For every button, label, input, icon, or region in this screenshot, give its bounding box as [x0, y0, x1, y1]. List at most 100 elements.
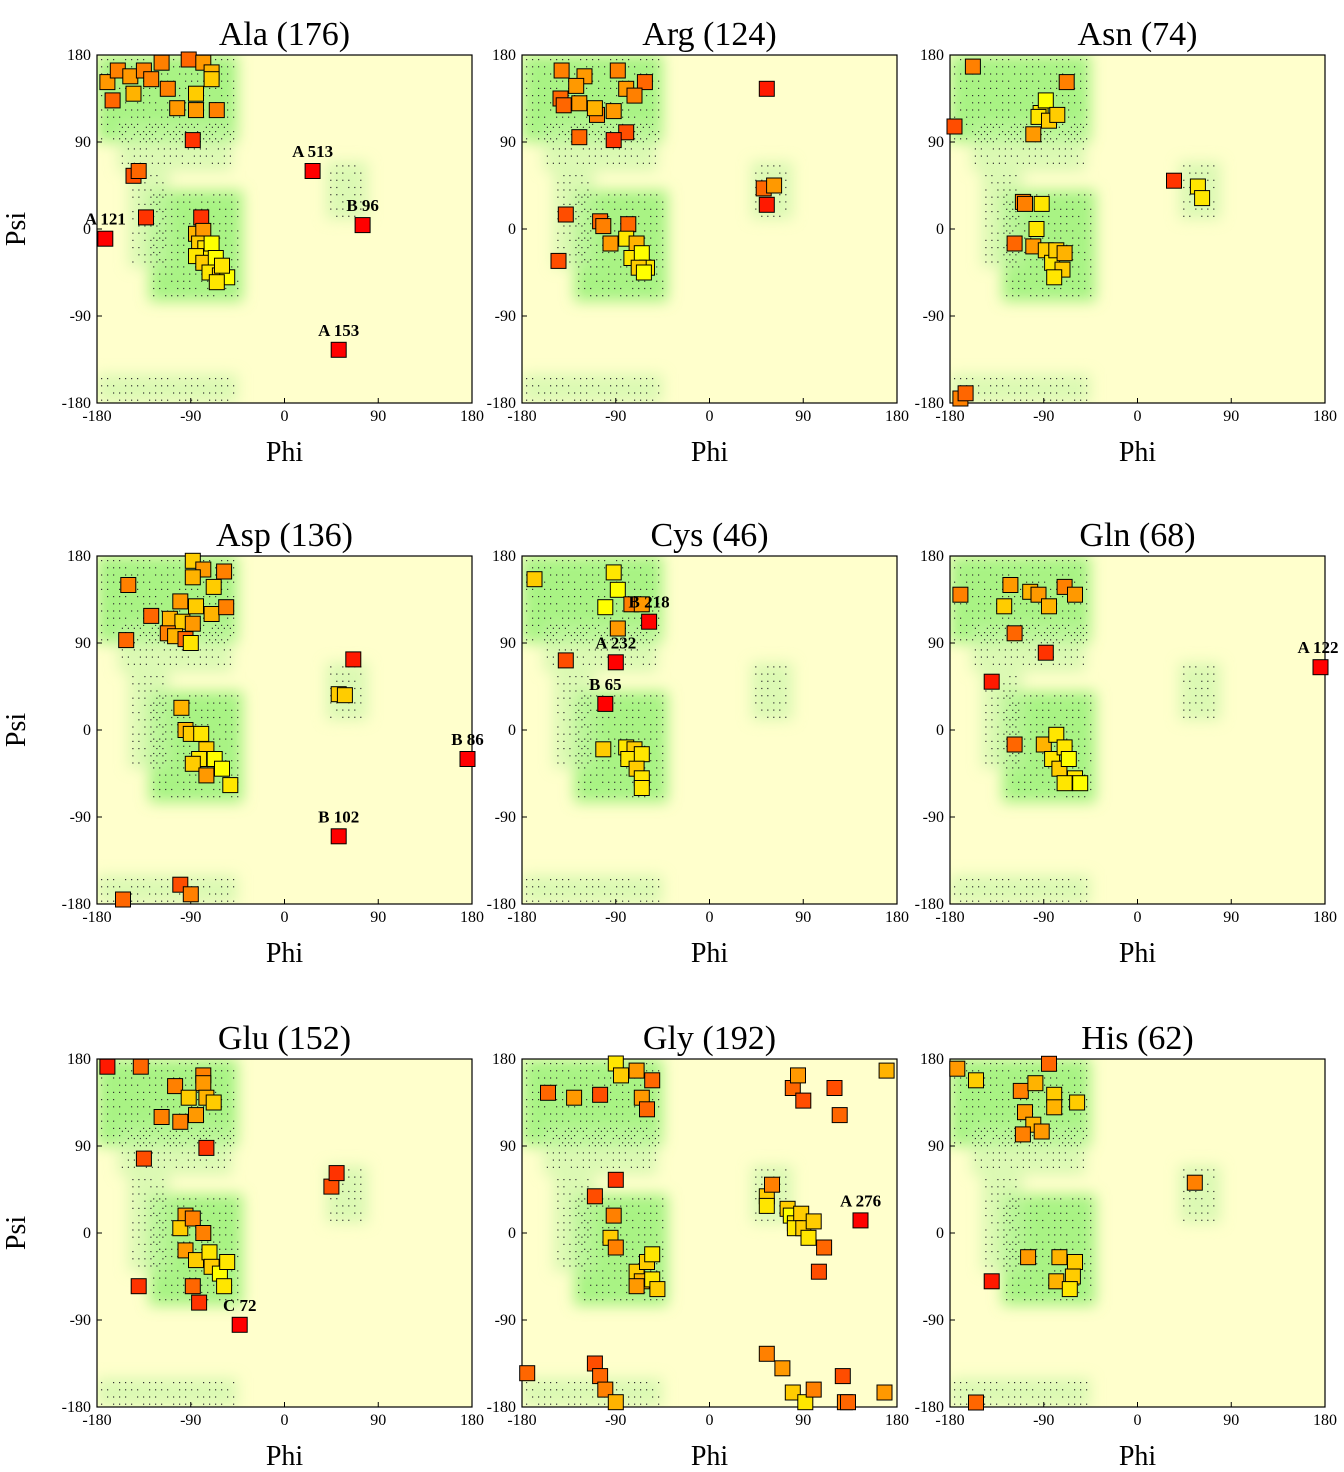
residue-point: [188, 102, 204, 119]
residue-point: [193, 209, 210, 226]
residue-point: [172, 1113, 189, 1130]
residue-point: [122, 68, 139, 85]
residue-point: [805, 1381, 822, 1398]
x-tick-label: 180: [885, 408, 909, 425]
x-tick-label: 0: [1134, 408, 1142, 425]
residue-point: [764, 1176, 780, 1193]
outlier-label: B 86: [451, 730, 484, 749]
residue-point: [203, 71, 220, 88]
residue-point: [203, 606, 220, 622]
residue-point: [1060, 751, 1077, 767]
x-tick-label: -180: [82, 909, 111, 926]
y-tick-label: -180: [62, 896, 91, 913]
residue-point: [104, 92, 121, 109]
residue-point: [135, 1150, 152, 1167]
residue-point: [1033, 1123, 1050, 1140]
y-tick-label: -90: [495, 809, 516, 826]
residue-point: [550, 252, 567, 269]
residue-point: [628, 1278, 645, 1295]
outlier-point: [354, 217, 371, 234]
residue-point: [983, 673, 1000, 690]
residue-point: [180, 1089, 197, 1106]
x-tick-label: 0: [281, 408, 289, 425]
residue-point: [1051, 1249, 1068, 1266]
residue-point: [810, 1263, 827, 1280]
x-tick-label: 90: [795, 1412, 811, 1429]
x-tick-label: -90: [1033, 1412, 1054, 1429]
residue-point: [1049, 106, 1066, 123]
residue-point: [1067, 1254, 1083, 1270]
residue-point: [195, 1225, 212, 1241]
x-tick-label: -90: [1033, 909, 1054, 926]
residue-point: [159, 80, 176, 97]
residue-point: [184, 1210, 201, 1227]
residue-point: [790, 1067, 806, 1084]
residue-point: [1025, 126, 1042, 143]
x-axis-label: Phi: [1119, 437, 1157, 468]
data-points: A 276: [519, 1055, 895, 1411]
chart-title: Asp (136): [216, 517, 353, 554]
x-tick-label: -180: [935, 1412, 964, 1429]
residue-point: [198, 767, 215, 784]
residue-point: [1041, 598, 1057, 615]
residue-point: [876, 1384, 893, 1401]
y-tick-label: 180: [492, 548, 516, 565]
residue-point: [184, 1278, 201, 1295]
outlier-label: A 121: [85, 210, 126, 229]
y-tick-label: -90: [495, 308, 516, 325]
panel-gln: Gln (68) -180-180 -90 -90 0 0 90 90 180 180 Phi A 1…: [915, 517, 1339, 969]
x-tick-label: 180: [460, 408, 484, 425]
x-tick-label: 90: [1223, 408, 1239, 425]
y-tick-label: -90: [923, 308, 944, 325]
x-axis-label: Phi: [266, 1441, 304, 1472]
residue-point: [633, 596, 650, 613]
panel-gly: Gly (192) -180-180 -90 -90 0 0 90 90 180 180 Phi A …: [487, 1020, 909, 1472]
residue-point: [193, 725, 210, 742]
x-tick-label: 90: [795, 408, 811, 425]
residue-point: [605, 103, 622, 120]
residue-point: [1020, 1249, 1037, 1266]
residue-point: [130, 163, 147, 179]
y-tick-label: -180: [62, 395, 91, 412]
outlier-label: A 276: [840, 1191, 881, 1210]
data-points: A 122: [952, 577, 1339, 792]
residue-point: [639, 1101, 655, 1118]
residue-point: [996, 598, 1013, 615]
residue-point: [949, 1060, 966, 1077]
y-tick-label: 90: [75, 1138, 91, 1155]
residue-point: [644, 1246, 661, 1263]
y-tick-label: 180: [67, 548, 91, 565]
residue-point: [766, 177, 783, 194]
y-tick-label: -180: [915, 395, 944, 412]
residue-point: [1002, 577, 1019, 593]
residue-point: [592, 1368, 609, 1385]
residue-point: [1072, 775, 1089, 792]
residue-point: [1056, 775, 1073, 792]
x-axis-label: Phi: [266, 938, 304, 969]
chart-title: Ala (176): [219, 16, 350, 53]
residue-point: [649, 1281, 666, 1298]
residue-point: [557, 206, 574, 223]
residue-point: [153, 54, 170, 71]
panel-cys: Cys (46) -180-180 -90 -90 0 0 90 90 180 180 Phi B 2…: [487, 517, 909, 969]
outlier-point: [97, 230, 114, 247]
residue-point: [597, 599, 614, 616]
residue-point: [1012, 1082, 1029, 1099]
residue-point: [607, 1239, 624, 1256]
y-tick-label: 90: [928, 1138, 944, 1155]
residue-point: [595, 218, 612, 235]
residue-point: [99, 1058, 116, 1075]
data-points: [949, 1055, 1203, 1411]
outlier-point: [1312, 659, 1329, 676]
x-tick-label: -90: [180, 909, 201, 926]
outlier-point: [330, 828, 347, 845]
residue-point: [602, 235, 619, 252]
residue-point: [946, 118, 963, 135]
y-tick-label: 0: [83, 221, 91, 238]
residue-point: [1058, 74, 1075, 91]
residue-point: [607, 1171, 624, 1188]
favoured-regions: [97, 556, 368, 904]
residue-point: [1194, 190, 1211, 207]
residue-point: [184, 755, 201, 772]
x-tick-label: -180: [935, 408, 964, 425]
